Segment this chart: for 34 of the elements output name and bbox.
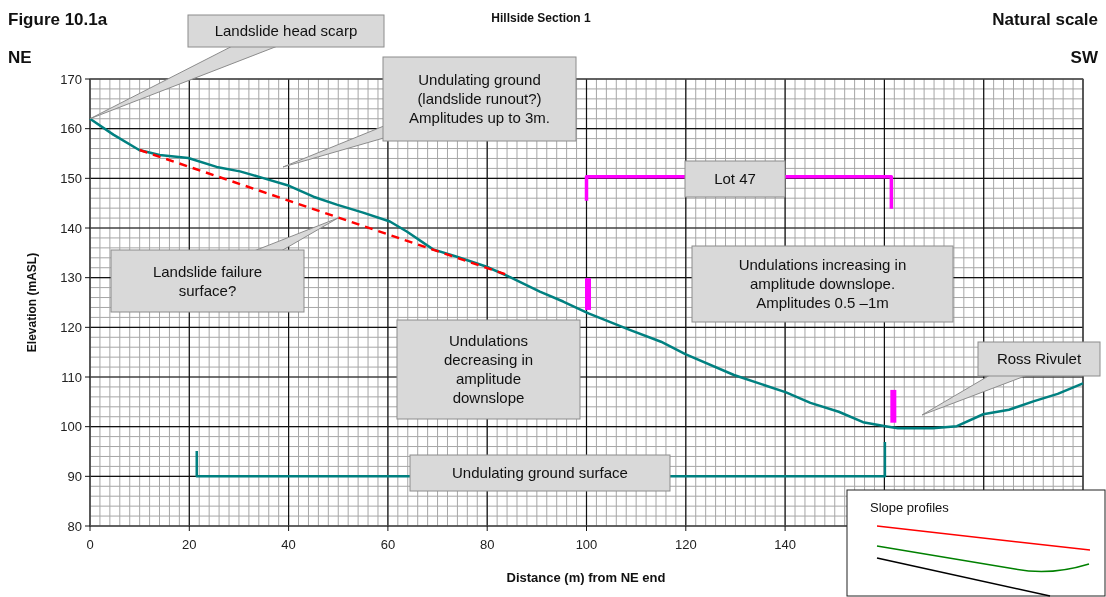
y-tick-label: 160 bbox=[60, 121, 82, 137]
annotation: Undulations decreasing in amplitude downslope bbox=[443, 332, 534, 406]
y-tick-label: 130 bbox=[60, 270, 82, 286]
y-tick-label: 170 bbox=[60, 71, 82, 87]
y-tick-label: 150 bbox=[60, 170, 82, 186]
y-tick-label: 90 bbox=[67, 468, 82, 484]
text: Natural scale bbox=[992, 10, 1098, 29]
annotation: Undulations increasing in amplitude downslope. Amplitudes 0.5 –1m bbox=[738, 256, 907, 311]
y-tick-label: 100 bbox=[60, 419, 82, 435]
annotation: Slope profiles bbox=[870, 500, 950, 515]
caption: Figure 10.1a bbox=[8, 10, 108, 29]
y-tick-label: 120 bbox=[60, 319, 82, 335]
x-tick-label: 120 bbox=[674, 537, 697, 552]
x-tick-label: 140 bbox=[774, 537, 796, 552]
text: SW bbox=[1070, 48, 1099, 67]
y-axis-title: Elevation (mASL) bbox=[25, 252, 39, 353]
y-tick-label: 80 bbox=[67, 518, 82, 534]
annotation: Ross Rivulet bbox=[996, 350, 1082, 367]
annotation: Landslide failure surface? bbox=[152, 262, 263, 299]
x-axis-title: Distance (m) from NE end bbox=[506, 570, 666, 585]
text: NE bbox=[8, 48, 32, 67]
x-tick-label: 40 bbox=[281, 537, 296, 552]
annotation: Undulating ground surface bbox=[452, 464, 628, 481]
chart-title: Hillside Section 1 bbox=[491, 11, 591, 25]
x-tick-label: 20 bbox=[182, 537, 197, 552]
y-tick-label: 140 bbox=[60, 220, 82, 236]
x-tick-label: 60 bbox=[380, 537, 396, 552]
annotation: Lot 47 bbox=[714, 170, 756, 187]
annotation: Undulating ground (landslide runout?) Amplitudes up to 3m. bbox=[409, 71, 550, 126]
y-tick-label: 110 bbox=[61, 369, 82, 385]
annotation: Landslide head scarp bbox=[214, 22, 358, 39]
x-tick-label: 80 bbox=[479, 537, 495, 552]
x-tick-label: 0 bbox=[86, 537, 94, 552]
x-tick-label: 100 bbox=[575, 537, 598, 552]
